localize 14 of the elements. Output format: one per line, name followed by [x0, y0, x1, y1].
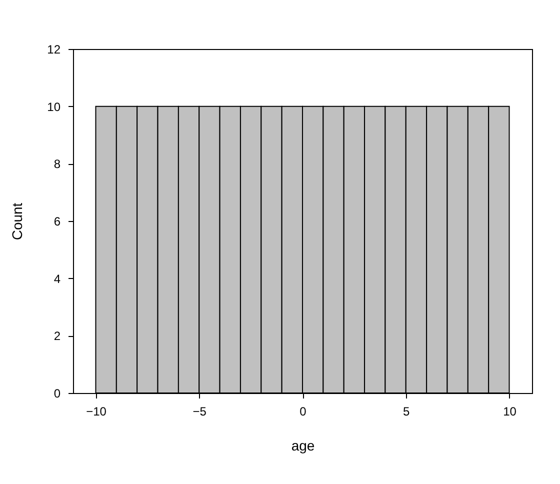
x-tick-label: −10: [86, 404, 107, 418]
x-tick-label: −5: [192, 404, 207, 418]
y-tick-label: 10: [47, 100, 61, 114]
y-tick-label: 8: [54, 157, 61, 172]
x-tick-label: 10: [503, 404, 517, 418]
y-tick-label: 12: [47, 42, 61, 56]
x-axis-title: age: [291, 438, 315, 454]
y-tick-label: 0: [54, 386, 61, 400]
y-tick-label: 6: [54, 214, 61, 228]
y-axis-title: Count: [9, 202, 26, 240]
x-tick-label: 5: [403, 404, 410, 418]
x-tick-label: 0: [300, 404, 307, 418]
y-tick-label: 2: [54, 329, 61, 344]
y-tick-label: 4: [54, 272, 61, 286]
